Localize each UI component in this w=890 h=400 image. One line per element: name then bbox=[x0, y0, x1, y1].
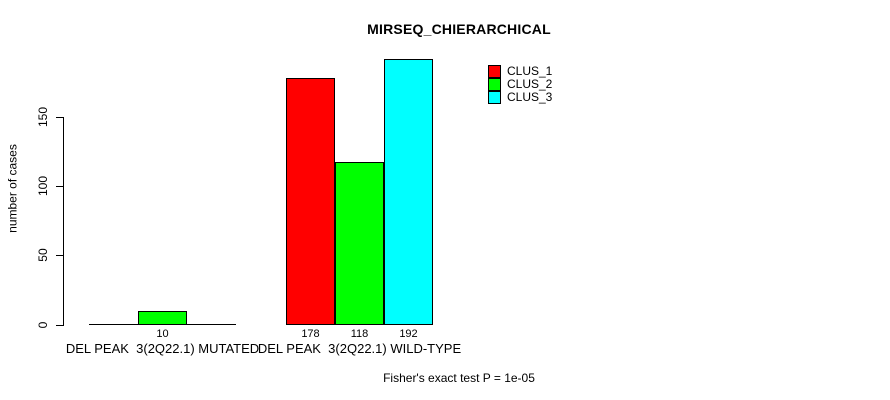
y-tick bbox=[56, 117, 63, 118]
legend-label: CLUS_3 bbox=[507, 90, 553, 104]
y-tick bbox=[56, 186, 63, 187]
x-category-label: DEL PEAK 3(2Q22.1) WILD-TYPE bbox=[257, 341, 462, 356]
legend-label: CLUS_1 bbox=[507, 64, 553, 78]
bar-clus_1-group2 bbox=[286, 78, 335, 325]
legend-swatch-clus_1 bbox=[488, 65, 501, 78]
bar-clus_2-group1 bbox=[138, 311, 187, 325]
legend: CLUS_1 CLUS_2 CLUS_3 bbox=[488, 65, 552, 104]
chart-title: MIRSEQ_CHIERARCHICAL bbox=[367, 21, 551, 37]
y-tick bbox=[56, 325, 63, 326]
legend-item: CLUS_2 bbox=[488, 78, 552, 91]
bar-value-label: 192 bbox=[399, 328, 418, 340]
bar-value-label: 118 bbox=[350, 328, 369, 340]
legend-label: CLUS_2 bbox=[507, 77, 553, 91]
y-tick-label: 100 bbox=[36, 175, 50, 197]
bar-clus_2-group2 bbox=[335, 162, 384, 325]
bar-value-label: 10 bbox=[156, 328, 169, 340]
y-axis-label: number of cases bbox=[5, 144, 20, 233]
footnote: Fisher's exact test P = 1e-05 bbox=[383, 371, 535, 385]
bar-value-label: 178 bbox=[301, 328, 320, 340]
y-axis-line bbox=[63, 117, 64, 326]
x-category-label: DEL PEAK 3(2Q22.1) MUTATED bbox=[65, 341, 260, 356]
bar-clus_3-group2 bbox=[384, 59, 433, 325]
y-tick-label: 150 bbox=[36, 106, 50, 128]
y-tick-label: 0 bbox=[36, 321, 50, 329]
legend-swatch-clus_3 bbox=[488, 91, 501, 104]
legend-swatch-clus_2 bbox=[488, 78, 501, 91]
y-tick bbox=[56, 255, 63, 256]
y-tick-label: 50 bbox=[36, 248, 50, 262]
legend-item: CLUS_1 bbox=[488, 65, 552, 78]
legend-item: CLUS_3 bbox=[488, 91, 552, 104]
